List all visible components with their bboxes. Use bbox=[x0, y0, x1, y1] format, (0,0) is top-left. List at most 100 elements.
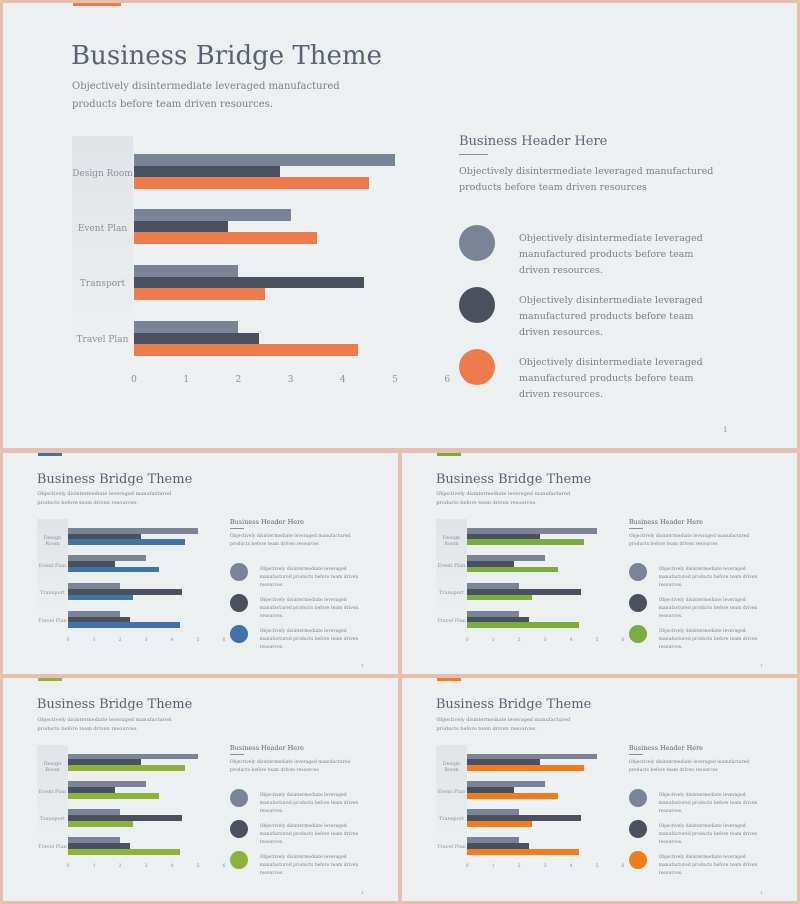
slide-accent-bar bbox=[436, 678, 461, 681]
bar-transport-series-1 bbox=[68, 583, 121, 589]
x-tick-label: 5 bbox=[392, 375, 398, 385]
bar-transport-series-2 bbox=[68, 588, 183, 595]
right-panel-text: Objectively disintermediate leveraged ma… bbox=[628, 533, 750, 547]
header-underline bbox=[628, 527, 644, 529]
right-panel-text: Objectively disintermediate leveraged ma… bbox=[628, 759, 750, 773]
slide-4[interactable]: Business Bridge Theme Objectively disinte… bbox=[3, 678, 398, 901]
bullet-text-1: Objectively disintermediate leveraged ma… bbox=[259, 793, 359, 815]
x-tick-label: 3 bbox=[144, 637, 148, 643]
slide-subtitle: Objectively disintermediate leveraged ma… bbox=[436, 491, 571, 507]
page-number: 1 bbox=[361, 889, 364, 895]
bar-travel-plan-series-1 bbox=[134, 321, 239, 333]
bullet-circle-3 bbox=[459, 349, 495, 385]
x-tick-label: 0 bbox=[66, 637, 70, 643]
category-label: Design Room bbox=[72, 169, 133, 179]
slide-1[interactable]: Business Bridge Theme Objectively disinte… bbox=[3, 3, 797, 448]
bar-event-plan-series-3 bbox=[467, 566, 559, 573]
x-tick-label: 6 bbox=[621, 864, 625, 870]
bar-design-room-series-3 bbox=[134, 177, 369, 189]
category-label: Travel Plan bbox=[38, 617, 67, 624]
category-label: Event Plan bbox=[38, 562, 67, 569]
bar-travel-plan-series-2 bbox=[134, 332, 260, 344]
page-number: 1 bbox=[723, 426, 728, 434]
chart-category-panel bbox=[436, 519, 467, 631]
x-tick-label: 1 bbox=[92, 637, 96, 643]
bar-travel-plan-series-2 bbox=[467, 616, 530, 623]
right-panel-text: Objectively disintermediate leveraged ma… bbox=[229, 533, 351, 547]
bar-design-room-series-2 bbox=[467, 533, 540, 540]
bar-design-room-series-2 bbox=[467, 759, 540, 766]
bar-travel-plan-series-3 bbox=[467, 622, 579, 629]
x-tick-label: 3 bbox=[144, 864, 148, 870]
bar-design-room-series-1 bbox=[467, 753, 597, 760]
bullet-text-2: Objectively disintermediate leveraged ma… bbox=[658, 824, 758, 846]
bar-transport-series-3 bbox=[68, 820, 134, 827]
bullet-circle-2 bbox=[628, 594, 647, 612]
slide-3[interactable]: Business Bridge Theme Objectively disinte… bbox=[402, 453, 797, 674]
slide-title: Business Bridge Theme bbox=[435, 697, 592, 713]
bar-event-plan-series-3 bbox=[68, 792, 160, 799]
x-tick-label: 4 bbox=[170, 864, 174, 870]
header-underline bbox=[628, 753, 644, 755]
bar-design-room-series-3 bbox=[68, 765, 185, 771]
bar-travel-plan-series-3 bbox=[68, 848, 180, 855]
slide-5[interactable]: Business Bridge Theme Objectively disinte… bbox=[402, 678, 797, 901]
category-label: Design Room bbox=[43, 535, 62, 548]
bar-design-room-series-2 bbox=[68, 759, 141, 766]
header-underline bbox=[459, 154, 488, 155]
bar-event-plan-series-3 bbox=[68, 566, 160, 573]
category-label: Transport bbox=[438, 590, 465, 597]
bullet-text-2: Objectively disintermediate leveraged ma… bbox=[658, 598, 758, 620]
x-tick-label: 5 bbox=[595, 864, 599, 870]
bar-design-room-series-1 bbox=[68, 527, 198, 534]
category-label: Travel Plan bbox=[38, 844, 67, 851]
right-panel-header: Business Header Here bbox=[628, 743, 704, 752]
bar-travel-plan-series-3 bbox=[68, 622, 180, 629]
category-label: Design Room bbox=[442, 535, 461, 548]
x-tick-label: 1 bbox=[491, 637, 495, 643]
bar-transport-series-3 bbox=[134, 288, 265, 300]
bullet-text-3: Objectively disintermediate leveraged ma… bbox=[519, 357, 703, 400]
x-tick-label: 4 bbox=[569, 864, 573, 870]
bullet-text-1: Objectively disintermediate leveraged ma… bbox=[259, 567, 359, 589]
category-label: Travel Plan bbox=[437, 844, 466, 851]
bullet-circle-2 bbox=[459, 287, 495, 323]
category-label: Event Plan bbox=[437, 562, 466, 569]
bar-event-plan-series-2 bbox=[467, 561, 514, 567]
bullet-text-2: Objectively disintermediate leveraged ma… bbox=[259, 824, 359, 846]
bar-transport-series-3 bbox=[68, 594, 134, 601]
chart-category-panel bbox=[37, 744, 68, 858]
bar-event-plan-series-3 bbox=[467, 792, 559, 799]
right-panel-text: Objectively disintermediate leveraged ma… bbox=[459, 166, 714, 193]
bullet-text-3: Objectively disintermediate leveraged ma… bbox=[259, 628, 359, 650]
bar-event-plan-series-1 bbox=[68, 781, 147, 787]
category-label: Transport bbox=[39, 590, 66, 597]
category-label: Event Plan bbox=[77, 224, 128, 234]
category-label: Transport bbox=[39, 816, 66, 823]
bullet-text-2: Objectively disintermediate leveraged ma… bbox=[259, 598, 359, 620]
bar-design-room-series-3 bbox=[467, 539, 584, 546]
bullet-text-3: Objectively disintermediate leveraged ma… bbox=[658, 628, 758, 650]
bar-travel-plan-series-3 bbox=[467, 848, 579, 855]
slide-subtitle: Objectively disintermediate leveraged ma… bbox=[37, 716, 172, 732]
right-panel-header: Business Header Here bbox=[459, 134, 608, 149]
bar-travel-plan-series-1 bbox=[68, 837, 121, 844]
bar-event-plan-series-1 bbox=[68, 555, 147, 561]
slide-title: Business Bridge Theme bbox=[36, 697, 193, 713]
bullet-circle-3 bbox=[628, 624, 647, 643]
slide-accent-bar bbox=[37, 453, 62, 456]
bar-travel-plan-series-2 bbox=[68, 616, 131, 623]
bullet-circle-1 bbox=[229, 563, 248, 582]
x-tick-label: 5 bbox=[595, 637, 599, 643]
x-tick-label: 1 bbox=[92, 864, 96, 870]
bar-event-plan-series-1 bbox=[467, 555, 546, 561]
bar-design-room-series-3 bbox=[68, 539, 185, 546]
slide-2[interactable]: Business Bridge Theme Objectively disinte… bbox=[3, 453, 398, 674]
bullet-circle-3 bbox=[229, 624, 248, 643]
bullet-text-3: Objectively disintermediate leveraged ma… bbox=[259, 855, 359, 877]
bar-travel-plan-series-2 bbox=[68, 843, 131, 849]
page-number: 1 bbox=[361, 663, 364, 669]
header-underline bbox=[229, 527, 245, 529]
bar-transport-series-2 bbox=[68, 815, 183, 821]
x-tick-label: 2 bbox=[118, 637, 122, 643]
